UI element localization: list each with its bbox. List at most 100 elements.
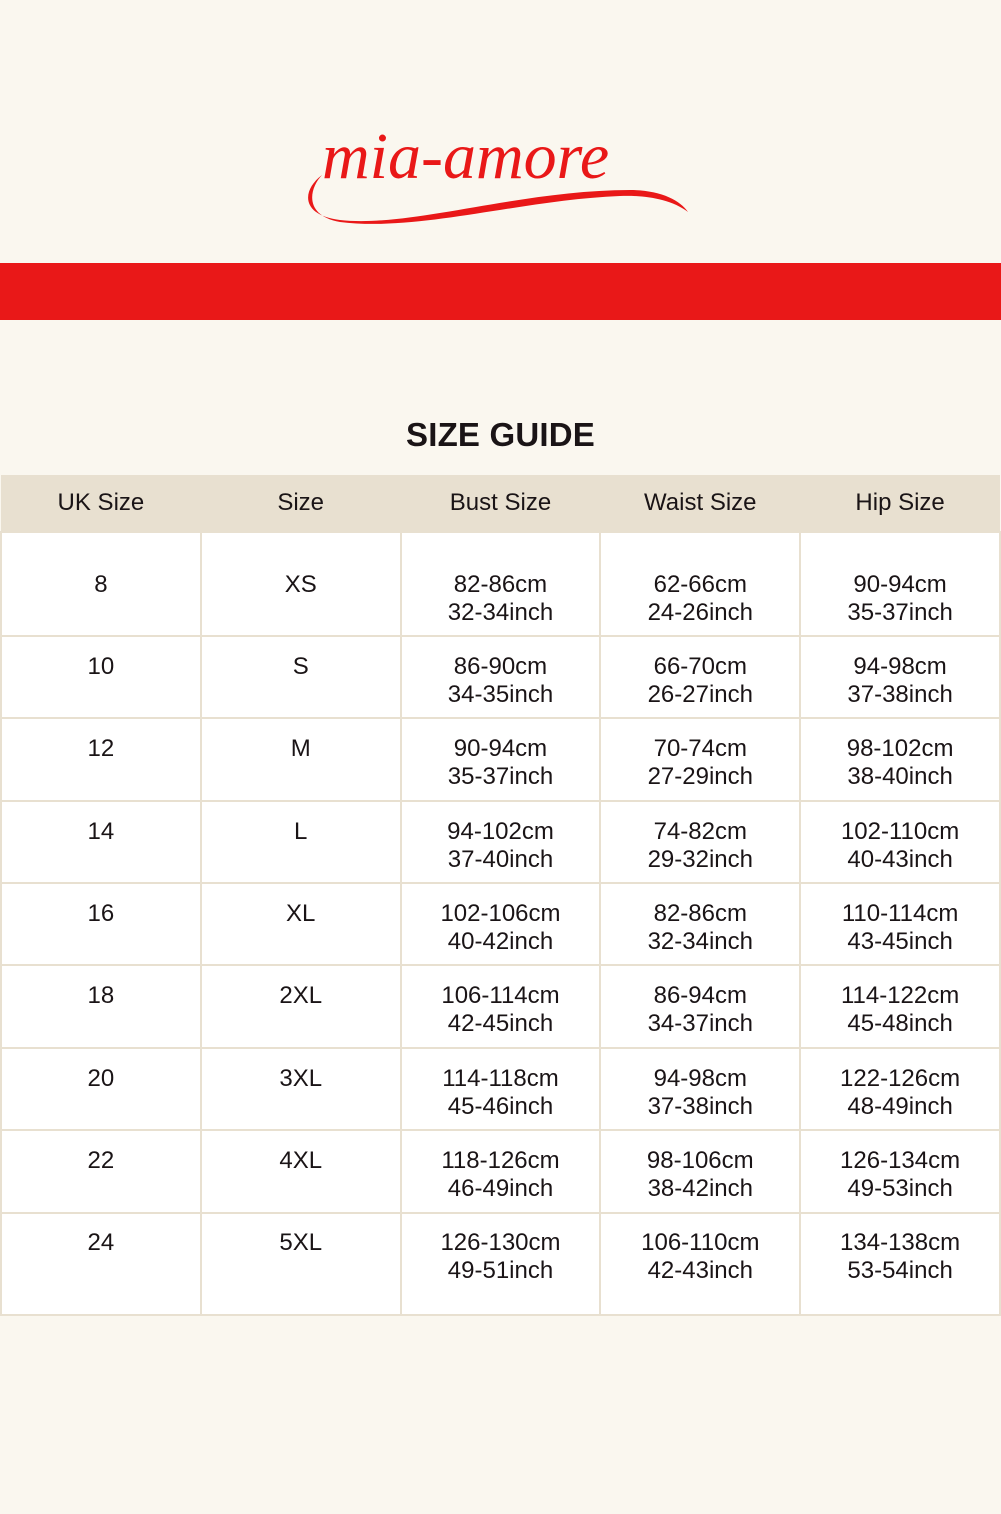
cell-line: 42-45inch xyxy=(447,1010,554,1037)
table-cell: 12 xyxy=(0,717,202,802)
table-cell: 86-90cm 34-35inch xyxy=(399,635,602,719)
table-cell: S xyxy=(199,635,402,719)
table-cell: 94-98cm 37-38inch xyxy=(599,1047,802,1131)
cell-line: 34-35inch xyxy=(447,681,554,708)
table-cell: L xyxy=(199,800,402,884)
table-row: 20 3XL 114-118cm 45-46inch 94-98cm 37-38inch 1… xyxy=(0,1047,1001,1131)
table-cell: 134-138cm 53-54inch xyxy=(799,1212,1001,1316)
table-cell: 118-126cm 46-49inch xyxy=(399,1129,602,1214)
table-cell: 126-134cm 49-53inch xyxy=(799,1129,1001,1214)
column-header: UK Size xyxy=(1,475,201,532)
cell-line: 110-114cm xyxy=(841,900,959,927)
cell-line: 98-102cm xyxy=(846,735,954,762)
cell-line: 118-126cm xyxy=(441,1147,560,1174)
cell-line: 90-94cm xyxy=(853,571,947,598)
cell-line: 2XL xyxy=(279,982,323,1009)
table-cell: 122-126cm 48-49inch xyxy=(799,1047,1001,1131)
cell-line: 40-43inch xyxy=(847,846,953,873)
cell-line: 53-54inch xyxy=(847,1257,953,1284)
table-cell: 18 xyxy=(0,964,202,1049)
cell-line: 106-110cm xyxy=(641,1229,760,1256)
table-row: 12 M 90-94cm 35-37inch 70-74cm 27-29inch 98-10… xyxy=(0,717,1001,802)
cell-line: 62-66cm xyxy=(653,571,747,598)
cell-line: 18 xyxy=(87,982,115,1009)
brand-logo: mia-amore xyxy=(300,120,700,230)
cell-line: 49-51inch xyxy=(447,1257,554,1284)
table-cell: 74-82cm 29-32inch xyxy=(599,800,802,884)
cell-line: 32-34inch xyxy=(447,599,554,626)
table-cell: 14 xyxy=(0,800,202,884)
table-cell: M xyxy=(199,717,402,802)
cell-line: 86-90cm xyxy=(453,653,548,680)
cell-line: 26-27inch xyxy=(647,681,753,708)
cell-line: 94-102cm xyxy=(447,818,554,845)
table-cell: 110-114cm 43-45inch xyxy=(799,882,1001,966)
cell-line: 27-29inch xyxy=(647,763,753,790)
cell-line: 46-49inch xyxy=(447,1175,554,1202)
table-row: 10 S 86-90cm 34-35inch 66-70cm 26-27inch 94-98… xyxy=(0,635,1001,719)
table-cell: 102-106cm 40-42inch xyxy=(399,882,602,966)
table-cell: 106-110cm 42-43inch xyxy=(599,1212,802,1316)
cell-line: 37-40inch xyxy=(447,846,554,873)
cell-line: 3XL xyxy=(279,1065,323,1092)
page-title: SIZE GUIDE xyxy=(405,416,596,453)
table-cell: 70-74cm 27-29inch xyxy=(599,717,802,802)
cell-line: 4XL xyxy=(279,1147,323,1174)
cell-line: 40-42inch xyxy=(447,928,554,955)
cell-line: 86-94cm xyxy=(653,982,747,1009)
cell-line: M xyxy=(290,735,311,762)
table-cell: 62-66cm 24-26inch xyxy=(599,531,802,637)
cell-line: 37-38inch xyxy=(847,681,953,708)
column-header: Waist Size xyxy=(600,475,801,532)
column-header: Hip Size xyxy=(800,475,1000,532)
table-cell: XL xyxy=(199,882,402,966)
cell-line: XL xyxy=(286,900,316,927)
cell-line: 38-42inch xyxy=(647,1175,753,1202)
cell-line: 70-74cm xyxy=(653,735,747,762)
cell-line: 22 xyxy=(87,1147,115,1174)
cell-line: 35-37inch xyxy=(447,763,554,790)
cell-line: 102-106cm xyxy=(440,900,561,927)
table-cell: 86-94cm 34-37inch xyxy=(599,964,802,1049)
table-cell: 82-86cm 32-34inch xyxy=(399,531,602,637)
table-cell: 10 xyxy=(0,635,202,719)
logo-text: mia-amore xyxy=(322,120,609,193)
cell-line: S xyxy=(292,653,309,680)
cell-line: 45-46inch xyxy=(447,1093,554,1120)
cell-line: 14 xyxy=(87,818,115,845)
cell-line: 20 xyxy=(87,1065,115,1092)
table-cell: 24 xyxy=(0,1212,202,1316)
cell-line: 45-48inch xyxy=(847,1010,953,1037)
cell-line: 74-82cm xyxy=(653,818,747,845)
cell-line: 29-32inch xyxy=(647,846,753,873)
table-cell: 94-98cm 37-38inch xyxy=(799,635,1001,719)
size-guide-table: UK Size Size Bust Size Waist Size Hip Size 8… xyxy=(0,475,1001,1316)
cell-line: 102-110cm xyxy=(840,818,960,845)
cell-line: 66-70cm xyxy=(653,653,747,680)
brand-band xyxy=(0,263,1001,320)
cell-line: 98-106cm xyxy=(646,1147,754,1174)
table-cell: 2XL xyxy=(199,964,402,1049)
table-cell: 114-122cm 45-48inch xyxy=(799,964,1001,1049)
cell-line: 5XL xyxy=(279,1229,323,1256)
table-cell: 16 xyxy=(0,882,202,966)
column-header: Bust Size xyxy=(400,475,601,532)
cell-line: 82-86cm xyxy=(653,900,747,927)
table-row: 8 XS 82-86cm 32-34inch 62-66cm 24-26inch 90-94… xyxy=(0,531,1001,637)
table-cell: 94-102cm 37-40inch xyxy=(399,800,602,884)
cell-line: 82-86cm xyxy=(453,571,548,598)
table-row: 16 XL 102-106cm 40-42inch 82-86cm 32-34inch 11… xyxy=(0,882,1001,966)
table-cell: 90-94cm 35-37inch xyxy=(399,717,602,802)
cell-line: 37-38inch xyxy=(647,1093,753,1120)
cell-line: 43-45inch xyxy=(847,928,953,955)
table-cell: 102-110cm 40-43inch xyxy=(799,800,1001,884)
table-cell: 106-114cm 42-45inch xyxy=(399,964,602,1049)
cell-line: 122-126cm xyxy=(840,1065,961,1092)
table-cell: 98-106cm 38-42inch xyxy=(599,1129,802,1214)
cell-line: 94-98cm xyxy=(853,653,947,680)
table-cell: 4XL xyxy=(199,1129,402,1214)
table-cell: 22 xyxy=(0,1129,202,1214)
cell-line: 48-49inch xyxy=(847,1093,953,1120)
cell-line: 35-37inch xyxy=(847,599,953,626)
cell-line: L xyxy=(294,818,308,845)
